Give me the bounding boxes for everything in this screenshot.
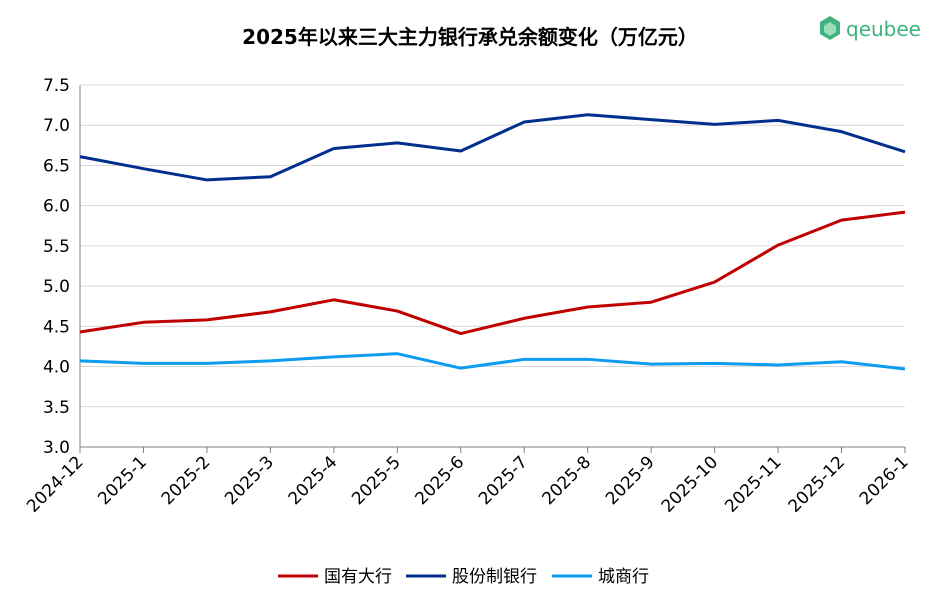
x-tick-label: 2026-1 xyxy=(856,452,913,509)
logo: qeubee xyxy=(820,16,921,41)
series-line xyxy=(79,352,906,371)
y-tick-label: 4.0 xyxy=(43,358,70,378)
y-tick-label: 6.5 xyxy=(43,156,70,176)
legend: 国有大行 股份制银行 城商行 xyxy=(278,567,649,587)
x-tick-label: 2025-6 xyxy=(412,452,469,509)
x-tick-label: 2025-7 xyxy=(475,452,532,509)
x-tick-label: 2024-12 xyxy=(23,452,87,516)
x-tick-label: 2025-5 xyxy=(348,452,405,509)
y-tick-label: 5.0 xyxy=(43,277,70,297)
y-tick-label: 3.5 xyxy=(43,398,70,418)
y-tick-label: 5.5 xyxy=(43,237,70,257)
y-tick-label: 3.0 xyxy=(43,438,70,458)
logo-text: qeubee xyxy=(846,17,921,41)
logo-icon-inner xyxy=(824,22,836,36)
x-tick-label: 2025-4 xyxy=(285,452,342,509)
series-line xyxy=(79,210,906,336)
series-line xyxy=(79,113,906,182)
x-tick-label: 2025-8 xyxy=(539,452,596,509)
y-tick-label: 7.5 xyxy=(43,76,70,96)
x-tick-label: 2025-3 xyxy=(221,452,278,509)
x-tick-label: 2025-10 xyxy=(658,452,722,516)
legend-label: 股份制银行 xyxy=(452,567,537,587)
x-tick-label: 2025-2 xyxy=(158,452,215,509)
x-tick-label: 2025-11 xyxy=(721,452,785,516)
y-tick-label: 4.5 xyxy=(43,317,70,337)
legend-label: 城商行 xyxy=(598,567,649,587)
legend-label: 国有大行 xyxy=(324,567,392,587)
x-tick-label: 2025-1 xyxy=(94,452,151,509)
chart-title: 2025年以来三大主力银行承兑余额变化（万亿元） xyxy=(242,25,698,49)
x-tick-label: 2025-12 xyxy=(785,452,849,516)
x-tick-label: 2025-9 xyxy=(602,452,659,509)
y-tick-label: 7.0 xyxy=(43,116,70,136)
y-tick-label: 6.0 xyxy=(43,197,70,217)
